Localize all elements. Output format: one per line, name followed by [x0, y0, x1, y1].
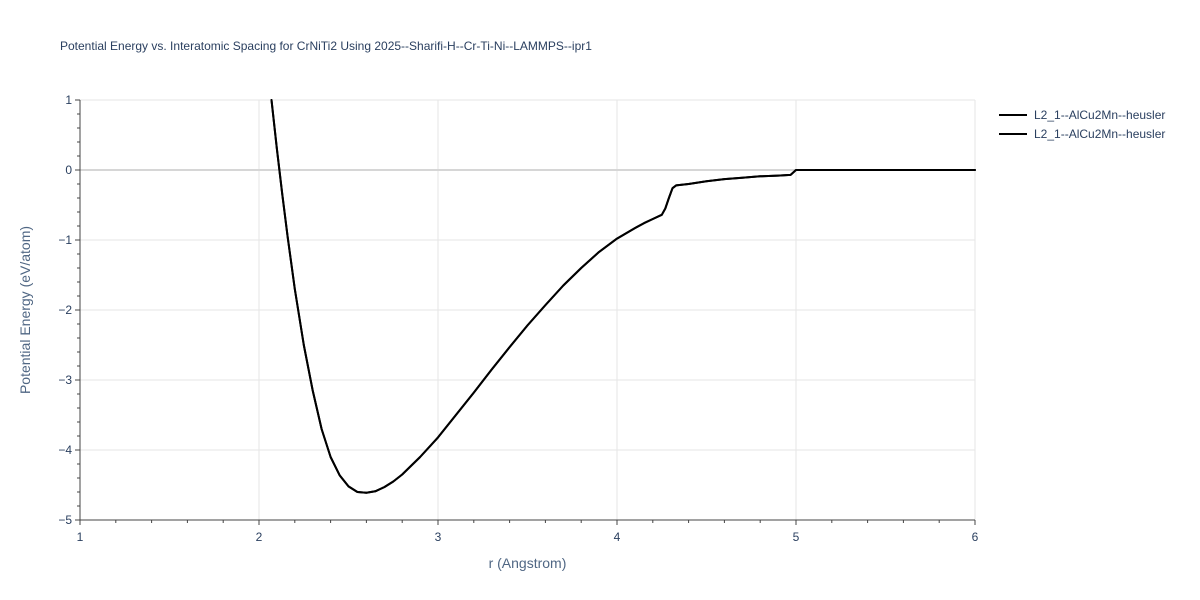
grid — [80, 99, 976, 520]
legend-item-1[interactable]: L2_1--AlCu2Mn--heusler — [999, 108, 1165, 122]
chart-title: Potential Energy vs. Interatomic Spacing… — [60, 39, 592, 53]
y-axis-ticks: 1 0 −1 −2 −3 −4 −5 — [58, 93, 80, 527]
legend-item-2[interactable]: L2_1--AlCu2Mn--heusler — [999, 127, 1165, 141]
x-tick-label: 4 — [614, 530, 621, 544]
legend[interactable]: L2_1--AlCu2Mn--heusler L2_1--AlCu2Mn--heu… — [999, 108, 1165, 141]
y-tick-label: −1 — [58, 233, 72, 247]
x-axis-title: r (Angstrom) — [489, 555, 567, 571]
y-tick-label: 0 — [65, 163, 72, 177]
x-tick-label: 5 — [793, 530, 800, 544]
series-line-2 — [270, 99, 976, 494]
legend-label: L2_1--AlCu2Mn--heusler — [1034, 108, 1165, 122]
y-tick-label: −3 — [58, 373, 72, 387]
y-axis-title: Potential Energy (eV/atom) — [17, 226, 33, 394]
x-tick-label: 1 — [77, 530, 84, 544]
y-tick-label: 1 — [65, 93, 72, 107]
y-tick-label: −4 — [58, 443, 72, 457]
x-tick-label: 2 — [256, 530, 263, 544]
series — [270, 99, 976, 494]
x-tick-label: 3 — [435, 530, 442, 544]
y-tick-label: −2 — [58, 303, 72, 317]
series-line-1 — [270, 99, 976, 494]
x-axis-ticks: 1 2 3 4 5 6 — [77, 520, 979, 544]
legend-label: L2_1--AlCu2Mn--heusler — [1034, 127, 1165, 141]
y-tick-label: −5 — [58, 513, 72, 527]
x-tick-label: 6 — [972, 530, 979, 544]
